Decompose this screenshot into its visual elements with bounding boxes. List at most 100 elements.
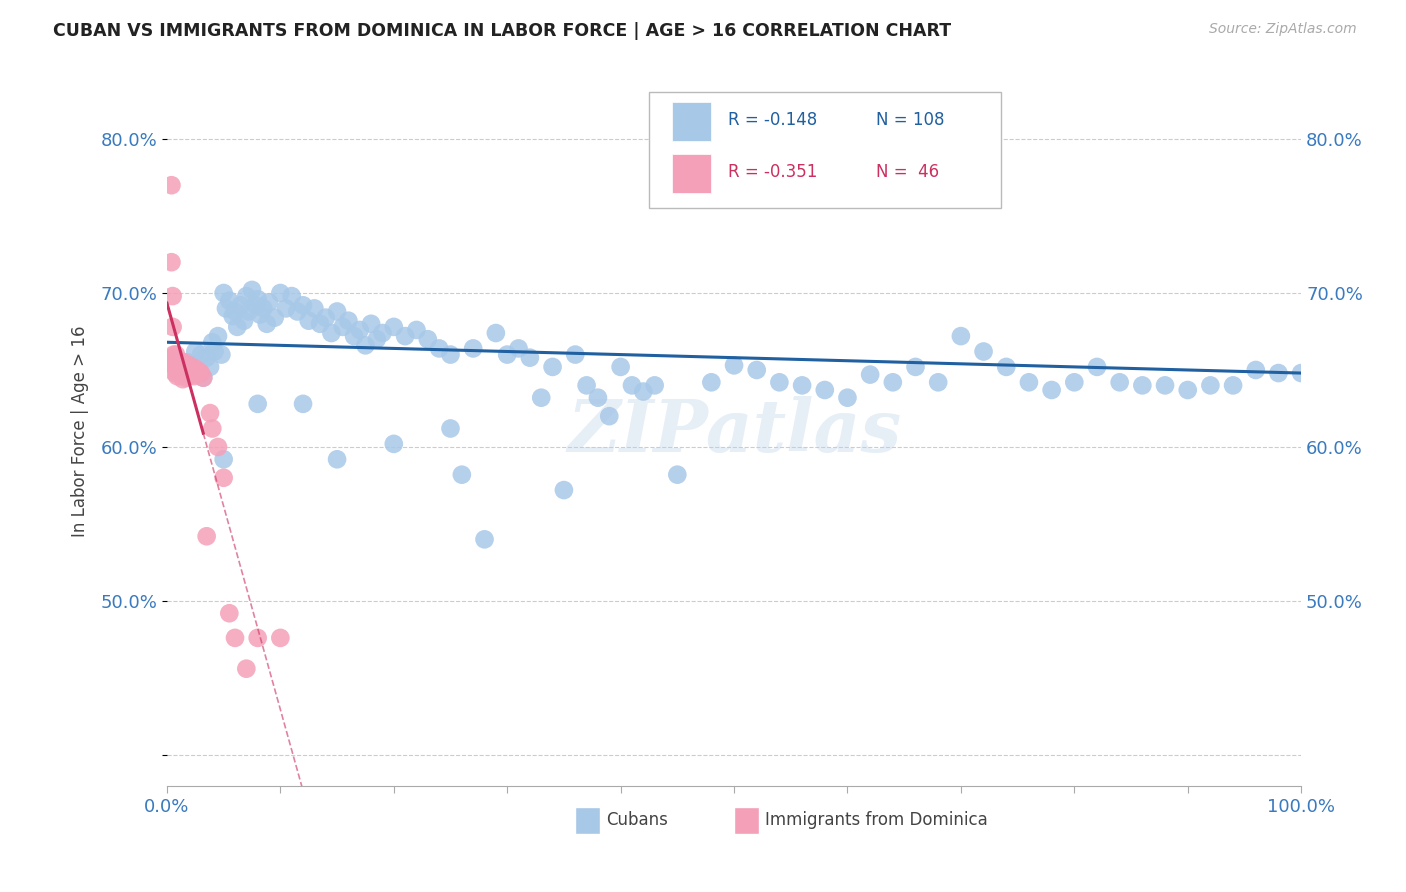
Point <box>246 397 269 411</box>
Point <box>180 365 202 379</box>
Point <box>508 342 530 356</box>
Text: ZIPatlas: ZIPatlas <box>567 396 901 467</box>
Point <box>541 359 564 374</box>
Point <box>190 348 212 362</box>
Point <box>207 440 229 454</box>
Bar <box>672 154 711 193</box>
Point <box>519 351 541 365</box>
Point <box>405 323 427 337</box>
Point <box>160 255 183 269</box>
Point <box>269 285 291 300</box>
Point <box>183 369 205 384</box>
Point <box>193 370 215 384</box>
Point <box>1289 366 1312 380</box>
Point <box>292 298 315 312</box>
Point <box>263 310 285 325</box>
Point <box>609 359 631 374</box>
Point <box>575 378 598 392</box>
Point <box>269 631 291 645</box>
Point <box>246 631 269 645</box>
Point <box>224 304 246 318</box>
Point <box>553 483 575 497</box>
Point <box>463 342 485 356</box>
Point <box>173 361 195 376</box>
Point <box>235 289 257 303</box>
Point <box>184 361 207 376</box>
Text: CUBAN VS IMMIGRANTS FROM DOMINICA IN LABOR FORCE | AGE > 16 CORRELATION CHART: CUBAN VS IMMIGRANTS FROM DOMINICA IN LAB… <box>53 22 952 40</box>
Point <box>201 335 224 350</box>
Point <box>332 319 354 334</box>
Point <box>382 437 405 451</box>
Point <box>315 310 337 325</box>
Point <box>416 332 439 346</box>
Point <box>371 326 394 340</box>
Point <box>1130 378 1153 392</box>
Point <box>201 421 224 435</box>
Point <box>700 376 723 390</box>
Point <box>166 363 188 377</box>
Point <box>1244 363 1267 377</box>
Point <box>180 363 202 377</box>
Point <box>326 304 349 318</box>
Point <box>814 383 837 397</box>
Point <box>257 295 280 310</box>
Point <box>170 366 193 380</box>
Point <box>349 323 371 337</box>
Point <box>249 308 271 322</box>
Point <box>233 314 256 328</box>
Point <box>598 409 620 424</box>
Point <box>215 301 238 316</box>
Point <box>187 365 209 379</box>
Point <box>620 378 643 392</box>
Point <box>190 366 212 380</box>
Y-axis label: In Labor Force | Age > 16: In Labor Force | Age > 16 <box>72 326 89 537</box>
Point <box>450 467 472 482</box>
Point <box>1063 376 1085 390</box>
Point <box>309 317 332 331</box>
Point <box>973 344 995 359</box>
Point <box>1085 359 1108 374</box>
Point <box>304 301 326 316</box>
Point <box>530 391 553 405</box>
Point <box>1177 383 1199 397</box>
Point <box>195 351 218 365</box>
Point <box>177 365 200 379</box>
Point <box>173 355 195 369</box>
Point <box>723 190 745 204</box>
Bar <box>672 103 711 141</box>
Point <box>169 355 191 369</box>
Point <box>167 359 190 374</box>
Point <box>179 359 201 373</box>
Point <box>394 329 416 343</box>
Point <box>274 301 297 316</box>
Point <box>768 376 790 390</box>
Point <box>245 298 267 312</box>
Point <box>287 304 309 318</box>
Point <box>212 471 235 485</box>
Point <box>633 384 655 399</box>
Point <box>745 363 768 377</box>
Point <box>326 452 349 467</box>
Point <box>586 391 609 405</box>
Point <box>949 329 972 343</box>
Point <box>644 378 666 392</box>
Point <box>1199 378 1222 392</box>
Point <box>439 348 461 362</box>
Point <box>167 353 190 368</box>
Point <box>163 366 186 380</box>
Text: Immigrants from Dominica: Immigrants from Dominica <box>765 812 987 830</box>
Point <box>474 533 496 547</box>
Point <box>256 317 278 331</box>
Point <box>160 178 183 193</box>
Point <box>169 366 191 380</box>
Point <box>229 298 252 312</box>
Point <box>162 319 184 334</box>
Point <box>180 366 202 380</box>
Point <box>238 304 260 318</box>
Point <box>666 467 689 482</box>
Point <box>439 421 461 435</box>
Point <box>204 344 226 359</box>
Point <box>166 369 188 384</box>
Point <box>564 348 586 362</box>
Point <box>207 329 229 343</box>
